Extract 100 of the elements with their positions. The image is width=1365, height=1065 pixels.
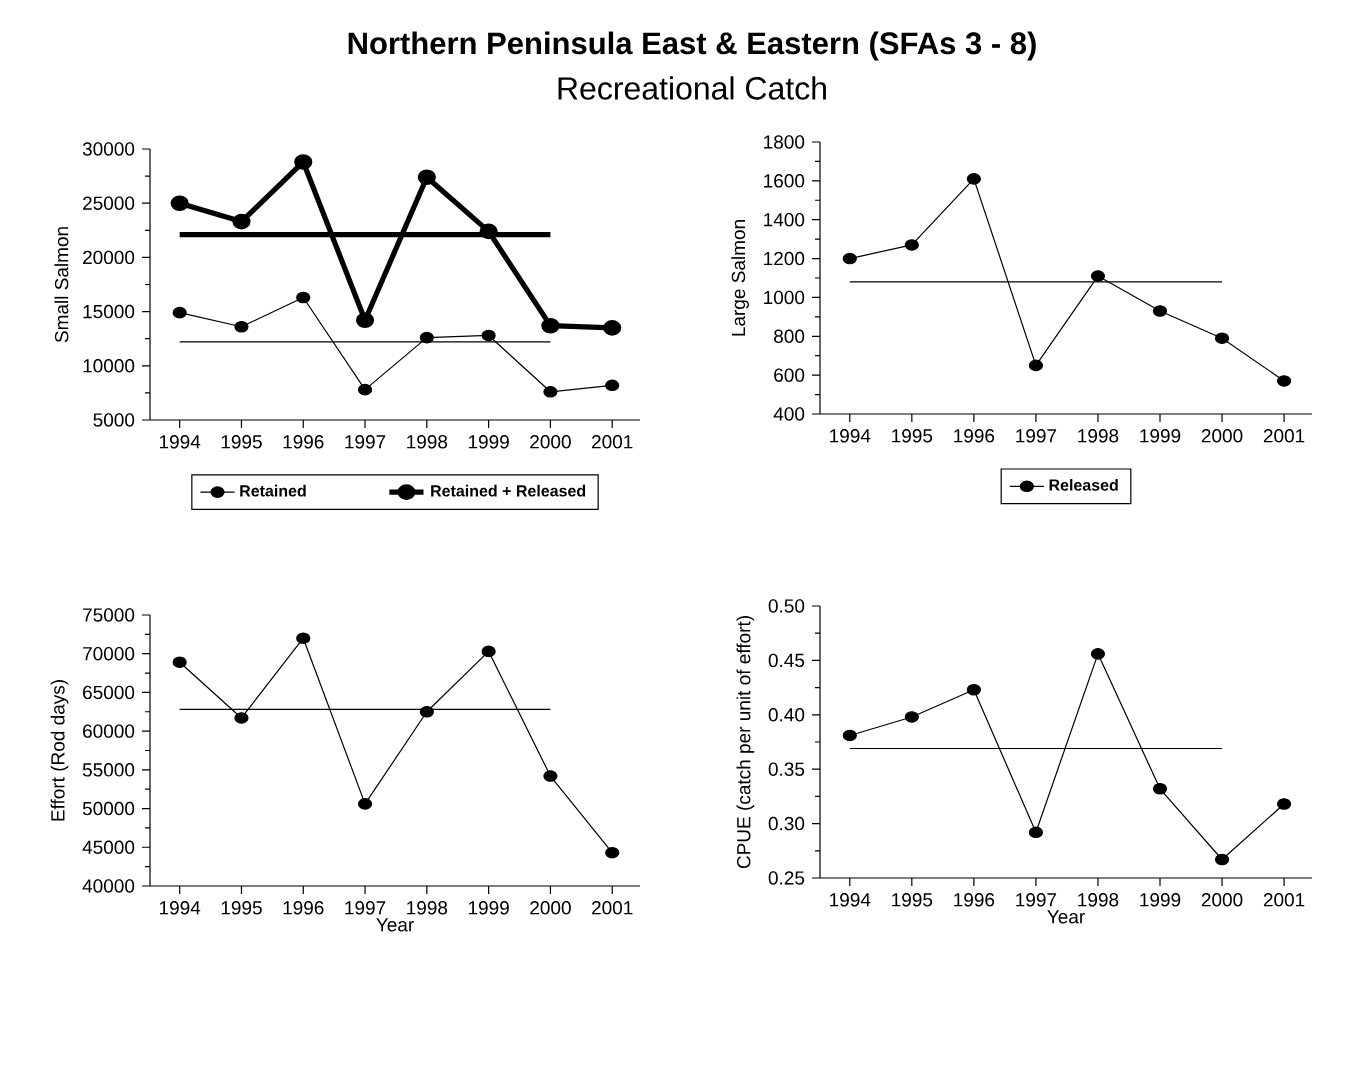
y-tick-label: 1400 [764,212,805,227]
y-axis-title: Small Salmon [54,227,69,343]
point [296,291,311,304]
point [1152,782,1168,795]
point [842,729,857,742]
x-tick-label: 1996 [954,893,995,907]
y-tick-label: 55000 [82,763,135,777]
x-tick-label: 1996 [954,429,995,443]
x-tick-label: 1999 [1140,429,1181,443]
point [1028,826,1044,839]
point [603,320,622,336]
point [541,317,560,334]
x-tick-label: 1999 [1140,893,1181,907]
x-tick-label: 1998 [1078,429,1119,443]
point [172,656,187,669]
x-axis-title: Year [376,918,414,932]
x-tick-label: 1998 [1078,893,1119,907]
point [904,239,919,251]
x-axis-title: Year [1047,910,1085,924]
point [419,705,434,718]
y-tick-label: 20000 [83,250,135,265]
point [1214,332,1230,345]
y-tick-label: 50000 [82,801,135,816]
y-tick-label: 0.45 [768,653,805,668]
x-tick-label: 2000 [530,901,571,915]
legend-label: Released [1049,478,1118,491]
y-tick-label: 30000 [82,142,135,156]
x-tick-label: 1994 [830,429,871,443]
point [170,195,189,211]
point [355,312,375,329]
x-tick-label: 2000 [1201,429,1243,443]
point [966,173,981,185]
y-tick-label: 800 [774,329,805,343]
x-tick-label: 2001 [1263,893,1305,907]
x-tick-label: 1995 [221,435,262,449]
point [1090,270,1106,282]
y-tick-label: 75000 [83,608,135,622]
x-tick-label: 1995 [892,893,933,907]
x-tick-label: 1998 [407,435,448,449]
point [234,320,249,333]
point [481,329,496,342]
x-tick-label: 1999 [468,901,509,915]
point [481,645,496,658]
point [543,770,558,782]
y-axis-title: Large Salmon [731,220,749,336]
x-tick-label: 1994 [159,435,201,449]
legend-label: Retained + Released [431,484,586,497]
point [1028,359,1044,372]
x-tick-label: 1997 [1016,429,1057,443]
x-tick-label: 1996 [283,435,324,449]
point [357,383,373,396]
y-tick-label: 0.25 [768,871,805,885]
y-tick-label: 45000 [82,840,135,854]
point [1090,648,1106,660]
y-tick-label: 1800 [764,135,805,149]
point [294,154,313,170]
x-tick-label: 2000 [530,435,571,449]
y-tick-label: 1200 [764,251,805,266]
y-tick-label: 1000 [764,290,805,305]
x-tick-label: 1994 [159,901,201,915]
y-tick-label: 65000 [83,685,135,700]
point [417,169,436,185]
x-tick-label: 2001 [592,435,633,449]
x-tick-label: 1998 [407,901,448,915]
y-tick-label: 0.30 [768,816,805,831]
point [234,712,249,724]
y-tick-label: 0.35 [768,762,805,776]
y-tick-label: 0.40 [768,708,805,722]
chart-title: Northern Peninsula East & Eastern (SFAs 3 - 8) [348,31,1036,61]
x-tick-label: 1995 [221,901,262,915]
x-tick-label: 1995 [892,429,933,443]
x-tick-label: 1997 [345,435,386,449]
y-tick-label: 25000 [83,196,135,210]
y-axis-title: Effort (Rod days) [50,680,69,821]
x-tick-label: 2000 [1201,893,1243,907]
y-tick-label: 1600 [764,174,805,188]
point [1152,305,1168,317]
x-tick-label: 1997 [345,901,386,915]
x-tick-label: 2001 [592,901,633,915]
point [605,846,620,859]
y-axis-title: CPUE (catch per unit of effort) [736,616,755,869]
chart-subtitle: Recreational Catch [558,76,826,100]
point [1276,375,1292,387]
y-tick-label: 70000 [83,646,135,661]
x-tick-label: 1994 [830,893,871,907]
point [842,252,857,265]
y-tick-label: 60000 [83,724,135,738]
point [1276,798,1292,810]
y-tick-label: 400 [773,407,805,421]
point [1214,853,1230,866]
y-tick-label: 5000 [93,413,135,427]
y-tick-label: 40000 [82,879,135,893]
point [543,386,558,398]
point [357,798,373,810]
point [904,711,919,723]
y-tick-label: 15000 [83,304,135,319]
point [172,306,187,319]
x-tick-label: 2001 [1263,429,1305,443]
y-tick-label: 0.50 [768,599,805,613]
point [966,683,981,696]
